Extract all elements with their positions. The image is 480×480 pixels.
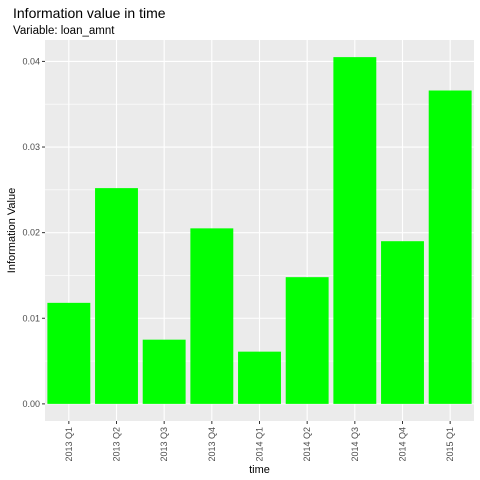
bars bbox=[47, 57, 472, 404]
y-tick-label: 0.00 bbox=[22, 399, 40, 409]
x-tick-label: 2014 Q1 bbox=[255, 427, 265, 462]
bar-2013-q1 bbox=[47, 302, 91, 404]
y-tick-label: 0.01 bbox=[22, 313, 40, 323]
chart-subtitle: Variable: loan_amnt bbox=[13, 25, 115, 37]
y-tick-label: 0.04 bbox=[22, 56, 40, 66]
x-tick-label: 2013 Q2 bbox=[112, 427, 122, 462]
bar-2013-q2 bbox=[95, 188, 138, 404]
bar-2014-q3 bbox=[333, 57, 377, 404]
x-tick-label: 2013 Q4 bbox=[207, 427, 217, 462]
y-axis-label: Information Value bbox=[6, 188, 18, 273]
bar-2014-q2 bbox=[285, 277, 329, 404]
y-tick-label: 0.03 bbox=[22, 142, 40, 152]
bar-2014-q4 bbox=[381, 241, 424, 404]
y-axis-ticks: 0.00 0.01 0.02 0.03 0.04 bbox=[22, 56, 45, 409]
bar-2014-q1 bbox=[238, 351, 281, 404]
bar-2013-q4 bbox=[190, 228, 234, 404]
y-tick-label: 0.02 bbox=[22, 228, 40, 238]
x-tick-label: 2014 Q2 bbox=[302, 427, 312, 462]
x-tick-label: 2014 Q4 bbox=[398, 427, 408, 462]
x-axis-label: time bbox=[249, 464, 270, 476]
x-tick-label: 2014 Q3 bbox=[350, 427, 360, 462]
bar-2015-q1 bbox=[428, 90, 472, 404]
x-tick-label: 2013 Q1 bbox=[64, 427, 74, 462]
x-axis-ticks: 2013 Q1 2013 Q2 2013 Q3 2013 Q4 2014 Q1 2014 … bbox=[64, 421, 455, 462]
x-tick-label: 2013 Q3 bbox=[159, 427, 169, 462]
x-tick-label: 2015 Q1 bbox=[445, 427, 455, 462]
bar-2013-q3 bbox=[142, 339, 186, 404]
chart-title: Information value in time bbox=[13, 5, 166, 21]
